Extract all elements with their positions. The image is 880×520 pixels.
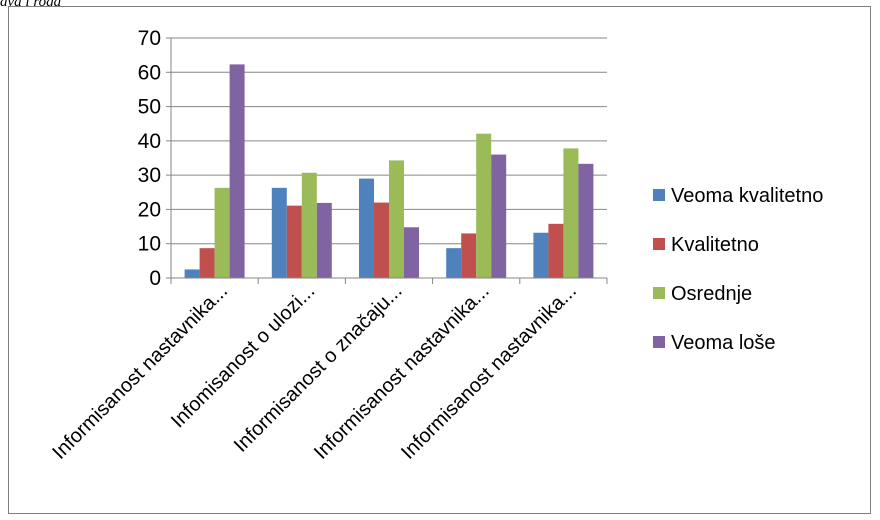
y-tick-label: 50 xyxy=(138,96,161,119)
axes xyxy=(170,38,608,284)
bar xyxy=(359,178,374,278)
bar xyxy=(316,202,332,278)
x-tick-label: Informisanost nastavnika... xyxy=(397,280,581,464)
x-tick-label: Informisanost nastavnika... xyxy=(48,280,232,464)
y-tick-label: 20 xyxy=(138,198,161,221)
bar xyxy=(446,248,462,278)
legend-swatch xyxy=(653,287,665,299)
legend-label: Kvalitetno xyxy=(671,234,759,256)
x-axis-labels: Informisanost nastavnika...Infomisanost … xyxy=(48,280,581,464)
legend-label: Veoma loše xyxy=(671,332,776,354)
bar xyxy=(404,227,419,278)
bar xyxy=(286,205,302,278)
legend-swatch xyxy=(653,238,665,250)
bar xyxy=(578,163,594,278)
x-tick-label: Infomisanost o ulozi... xyxy=(167,280,319,432)
bar xyxy=(184,269,200,278)
bar xyxy=(271,187,287,278)
legend: Veoma kvalitetno Kvalitetno Osrednje Veoma … xyxy=(653,185,823,354)
bar xyxy=(389,160,404,278)
bar xyxy=(533,232,549,278)
y-axis-ticks: 0 10 20 30 40 50 60 70 xyxy=(138,27,171,290)
x-tick-label: Informisanost o značaju... xyxy=(230,280,407,457)
chart-frame: 0 10 20 30 40 50 60 70 Informisanost nastavnika… xyxy=(8,6,871,514)
y-tick-label: 10 xyxy=(138,233,161,256)
y-tick-label: 70 xyxy=(138,27,161,50)
bar xyxy=(229,64,245,279)
y-tick-label: 30 xyxy=(138,164,161,187)
y-tick-label: 40 xyxy=(138,130,161,153)
bar xyxy=(214,187,230,278)
bar xyxy=(461,233,477,278)
bar xyxy=(491,154,507,278)
figure-caption: ava i roga xyxy=(0,0,62,10)
bar-chart: 0 10 20 30 40 50 60 70 Informisanost nastavnika… xyxy=(48,27,823,464)
legend-label: Osrednje xyxy=(671,283,752,305)
legend-swatch xyxy=(653,336,665,348)
x-tick-label: Informisanost nastavnika... xyxy=(310,280,494,464)
legend-swatch xyxy=(653,189,665,201)
legend-label: Veoma kvalitetno xyxy=(671,185,823,207)
y-tick-label: 0 xyxy=(149,267,161,290)
bars xyxy=(184,64,594,279)
bar xyxy=(199,248,215,278)
bar xyxy=(301,172,317,278)
bar xyxy=(548,223,564,278)
bar xyxy=(563,148,579,278)
bar xyxy=(476,133,492,278)
y-tick-label: 60 xyxy=(138,61,161,84)
bar xyxy=(374,202,389,278)
